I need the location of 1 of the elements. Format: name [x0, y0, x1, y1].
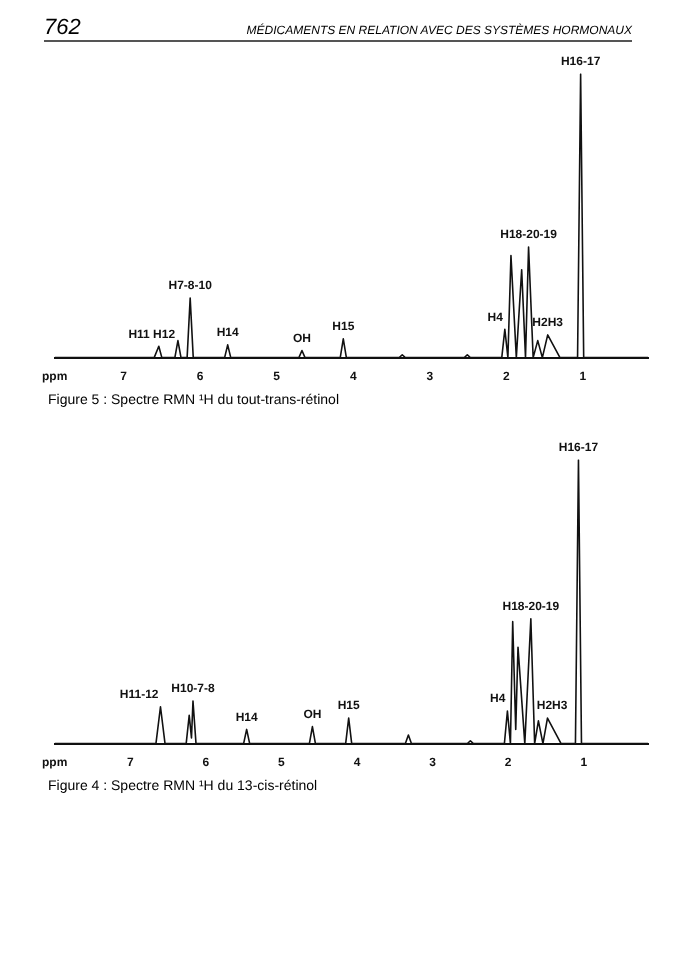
text: 762 — [44, 16, 81, 40]
